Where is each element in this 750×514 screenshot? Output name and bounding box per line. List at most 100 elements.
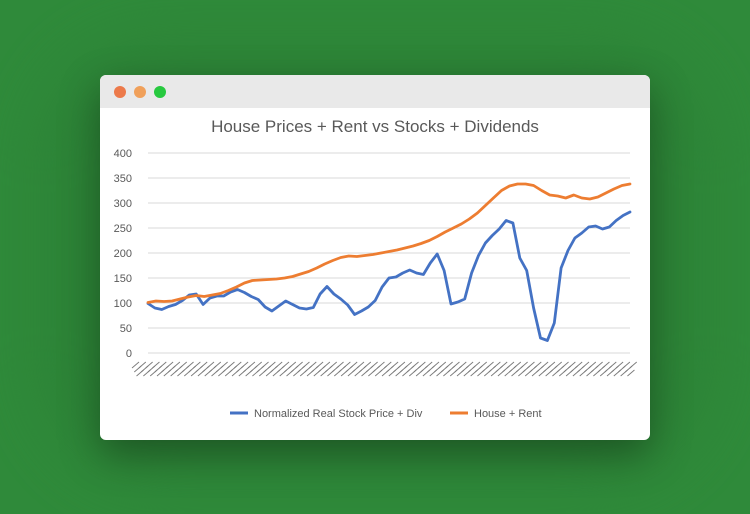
y-tick-label: 250 [114,223,132,235]
x-tick-label [383,361,392,369]
x-tick-label [397,361,406,369]
x-tick-label [165,361,174,369]
x-axis-ticks [131,361,638,377]
y-tick-label: 400 [114,148,132,160]
x-tick-label [404,361,413,369]
x-tick-label [627,369,635,377]
x-tick-label [479,361,488,369]
x-tick-label [411,361,419,369]
zoom-button[interactable] [154,86,166,98]
x-tick-label [431,361,440,369]
x-tick-label [547,361,556,369]
close-button[interactable] [114,86,126,98]
x-tick-label [540,361,549,369]
legend-label: House + Rent [474,408,542,420]
y-tick-label: 200 [114,248,132,260]
x-tick-label [499,361,508,369]
x-tick-label [561,361,569,369]
x-tick-label [622,361,631,369]
y-tick-label: 100 [114,298,132,310]
x-tick-label [595,361,603,369]
x-tick-label [343,361,351,369]
x-tick-label [138,361,147,369]
x-tick-label [288,361,297,369]
x-tick-label [145,361,153,369]
x-tick-label [458,361,467,369]
x-tick-label [568,361,576,369]
x-tick-label [206,361,215,369]
x-tick-label [465,361,474,369]
x-tick-label [533,361,542,369]
legend-label: Normalized Real Stock Price + Div [254,408,423,420]
x-tick-label [493,361,501,369]
x-tick-label [281,361,290,369]
y-tick-label: 150 [114,273,132,285]
x-tick-label [131,361,140,369]
series-line-0 [146,210,632,342]
x-tick-label [574,361,583,369]
x-tick-label [424,361,433,369]
x-tick-label [329,361,338,369]
x-tick-label [220,361,228,369]
x-tick-label [390,361,399,369]
x-tick-label [377,361,385,369]
x-tick-label [315,361,324,369]
x-tick-label [308,361,317,369]
x-tick-label [527,361,535,369]
window-titlebar [100,75,650,108]
x-tick-label [520,361,528,369]
line-chart: House Prices + Rent vs Stocks + Dividend… [114,117,638,420]
x-tick-label [486,361,494,369]
y-axis: 0 50 100 150 200 250 300 350 400 [114,148,132,360]
y-tick-label: 300 [114,198,132,210]
x-tick-label [615,361,624,369]
chart-title: House Prices + Rent vs Stocks + Dividend… [211,117,539,136]
x-tick-label [247,361,256,369]
x-tick-label [322,361,331,369]
x-tick-label [274,361,283,369]
x-tick-label [213,361,222,369]
x-tick-label [370,361,378,369]
x-tick-label [629,361,638,369]
x-tick-label [295,361,303,369]
x-tick-label [363,361,372,369]
y-tick-label: 350 [114,173,132,185]
x-tick-label [513,361,522,369]
x-tick-label [233,361,242,369]
x-tick-label [588,361,597,369]
gridlines [148,152,630,354]
x-tick-label [418,361,426,369]
x-tick-label [179,361,188,369]
x-tick-label [602,361,610,369]
series-line-1 [146,182,632,304]
x-tick-label [172,361,181,369]
x-tick-label [349,361,358,369]
chart-window: House Prices + Rent vs Stocks + Dividend… [100,75,650,440]
x-tick-label [445,361,453,369]
x-tick-label [152,361,160,369]
x-tick-label [438,361,447,369]
x-tick-label [336,361,344,369]
series-lines [146,182,632,342]
x-tick-label [199,361,208,369]
x-tick-label [302,361,310,369]
y-tick-label: 50 [120,323,132,335]
x-tick-label [581,361,590,369]
x-tick-label [452,361,460,369]
x-tick-label [193,361,201,369]
x-tick-label [356,361,365,369]
x-tick-label [261,361,269,369]
x-tick-label [506,361,515,369]
minimize-button[interactable] [134,86,146,98]
x-tick-label [472,361,481,369]
x-tick-label [554,361,563,369]
x-tick-label [268,361,276,369]
y-tick-label: 0 [126,348,132,360]
x-tick-label [608,361,617,369]
legend: Normalized Real Stock Price + Div House +… [230,408,542,420]
x-tick-label [158,361,167,369]
x-tick-label [186,361,194,369]
chart-area: House Prices + Rent vs Stocks + Dividend… [100,108,650,440]
x-tick-label [240,361,249,369]
x-tick-label [254,361,263,369]
